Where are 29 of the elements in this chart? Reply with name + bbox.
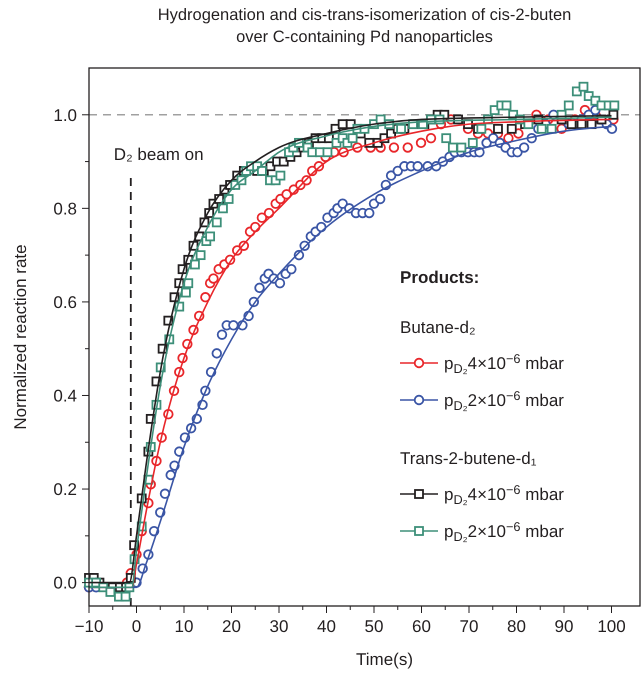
y-tick-label: 1.0 xyxy=(53,106,77,125)
annotation: Trans-2-butene-d₁ xyxy=(400,449,537,468)
x-tick-label: 80 xyxy=(507,617,526,636)
x-tick-label: 20 xyxy=(222,617,241,636)
annotation: Butane-d₂ xyxy=(400,318,476,337)
x-axis-title: Time(s) xyxy=(356,650,413,669)
legend-label: p$_{D₂}$2×10$^{−6}$ mbar xyxy=(444,519,564,544)
x-tick-label: 40 xyxy=(317,617,336,636)
x-tick-label: 60 xyxy=(412,617,431,636)
x-tick-label: 70 xyxy=(460,617,478,636)
legend-label: p$_{D₂}$2×10$^{−6}$ mbar xyxy=(444,388,564,413)
legend-label: p$_{D₂}$4×10$^{−6}$ mbar xyxy=(444,351,564,376)
x-tick-label: 0 xyxy=(132,617,142,636)
y-axis-title: Normalized reaction rate xyxy=(11,244,30,430)
legend-label: p$_{D₂}$4×10$^{−6}$ mbar xyxy=(444,482,564,507)
x-tick-label: 30 xyxy=(270,617,288,636)
ref-line-label: D₂ beam on xyxy=(114,145,204,164)
x-tick-label: 90 xyxy=(554,617,574,636)
x-tick-label: 10 xyxy=(174,617,194,636)
y-tick-label: 0.4 xyxy=(53,386,77,406)
y-tick-label: 0.6 xyxy=(53,292,77,312)
y-tick-label: 0.2 xyxy=(53,480,77,500)
legend-title: Products: xyxy=(400,268,480,287)
y-tick-label: 0.8 xyxy=(53,199,77,218)
x-tick-label: 50 xyxy=(364,617,384,636)
y-tick-label: 0.0 xyxy=(53,574,77,593)
x-tick-label: 100 xyxy=(597,617,626,636)
chart-title: Hydrogenation and cis-trans-isomerization of cis-2-buten over C-containing Pd nanoparticles xyxy=(158,6,572,46)
x-tick-label: −10 xyxy=(74,617,104,636)
